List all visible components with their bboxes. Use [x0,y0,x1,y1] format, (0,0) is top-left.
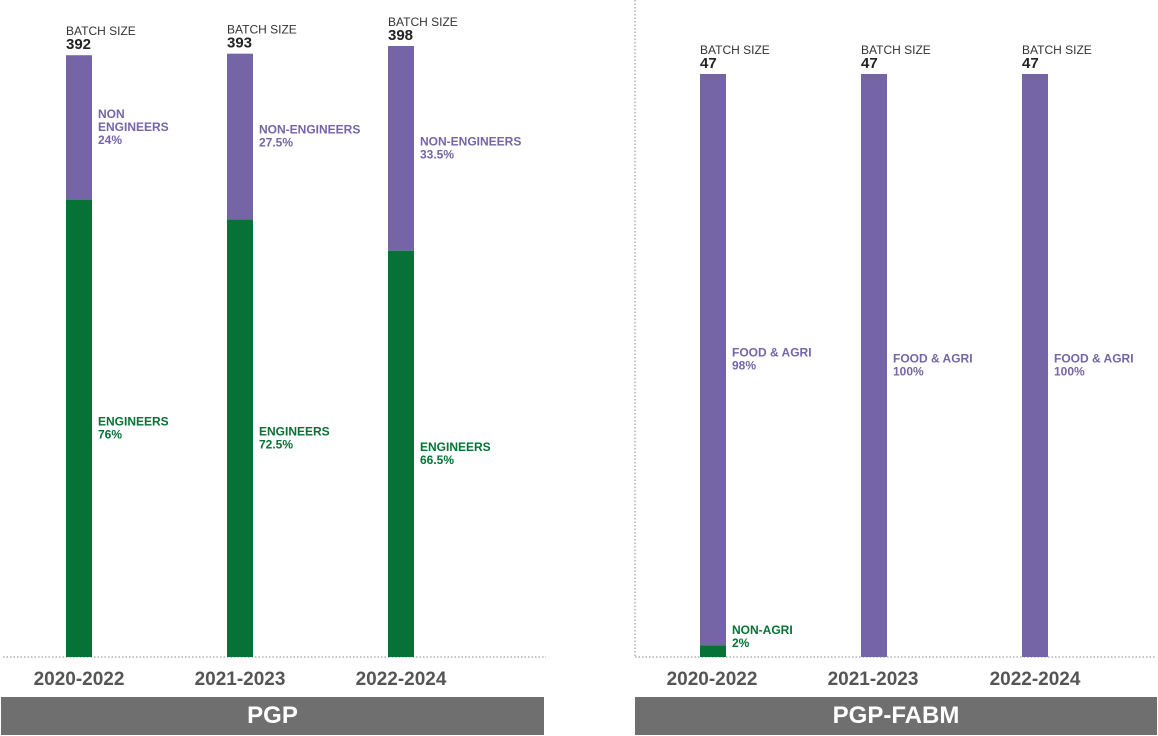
batch-size-label: BATCH SIZE [227,23,297,37]
bar-segment-engineers-1 [227,219,253,657]
batch-size-label: BATCH SIZE [388,15,458,29]
data-label-non-engineers: NON-ENGINEERS [259,123,360,137]
category-label: 2020-2022 [34,669,125,690]
data-label-non-engineers: 33.5% [420,147,454,161]
data-label-non-agri: 2% [732,636,750,650]
batch-size-value: 393 [227,35,252,52]
batch-size-value: 47 [861,55,878,72]
data-label-food-agri: 100% [1054,365,1085,379]
data-label-non-engineers: 24% [98,133,122,147]
data-label-non-engineers: NON [98,107,125,121]
bar-segment-engineers-0 [66,199,92,658]
category-label: 2022-2024 [990,669,1081,690]
bar-segment-food-agri-2 [1022,74,1048,657]
category-label: 2021-2023 [195,669,286,690]
bar-segment-non-engineers-2 [388,46,414,251]
category-label: 2020-2022 [667,669,758,690]
batch-size-label: BATCH SIZE [66,24,136,38]
batch-size-value: 392 [66,36,91,53]
data-label-food-agri: FOOD & AGRI [893,352,973,366]
data-label-engineers: ENGINEERS [98,414,169,428]
bar-segment-food-agri-1 [861,74,887,657]
data-label-food-agri: 100% [893,365,924,379]
batch-size-label: BATCH SIZE [1022,43,1092,57]
data-label-non-engineers: 27.5% [259,136,293,150]
bar-segment-engineers-2 [388,250,414,657]
data-label-engineers: ENGINEERS [420,440,491,454]
batch-size-label: BATCH SIZE [700,43,770,57]
bar-segment-non-agri-0 [700,645,726,657]
category-label: 2021-2023 [828,669,919,690]
batch-size-value: 398 [388,27,413,44]
category-label: 2022-2024 [356,669,447,690]
bar-segment-food-agri-0 [700,74,726,646]
data-label-food-agri: 98% [732,359,756,373]
batch-size-value: 47 [1022,55,1039,72]
batch-size-label: BATCH SIZE [861,43,931,57]
data-label-engineers: 66.5% [420,453,454,467]
data-label-non-engineers: NON-ENGINEERS [420,134,521,148]
data-label-food-agri: FOOD & AGRI [732,346,812,360]
panel-title-pgp: PGP [1,697,544,735]
data-label-engineers: 76% [98,427,122,441]
data-label-food-agri: FOOD & AGRI [1054,352,1134,366]
bar-segment-non-engineers-1 [227,53,253,220]
data-label-non-agri: NON-AGRI [732,623,793,637]
batch-size-value: 47 [700,55,717,72]
data-label-engineers: ENGINEERS [259,424,330,438]
bar-segment-non-engineers-0 [66,55,92,200]
data-label-engineers: 72.5% [259,437,293,451]
data-label-non-engineers: ENGINEERS [98,120,169,134]
panel-title-pgp-fabm: PGP-FABM [635,697,1157,735]
